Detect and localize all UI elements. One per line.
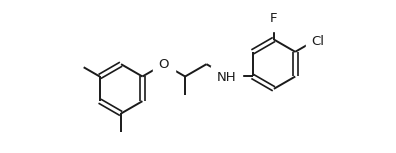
- Text: O: O: [158, 58, 169, 71]
- Text: NH: NH: [217, 71, 236, 84]
- Text: Cl: Cl: [311, 35, 324, 49]
- Text: F: F: [270, 12, 278, 25]
